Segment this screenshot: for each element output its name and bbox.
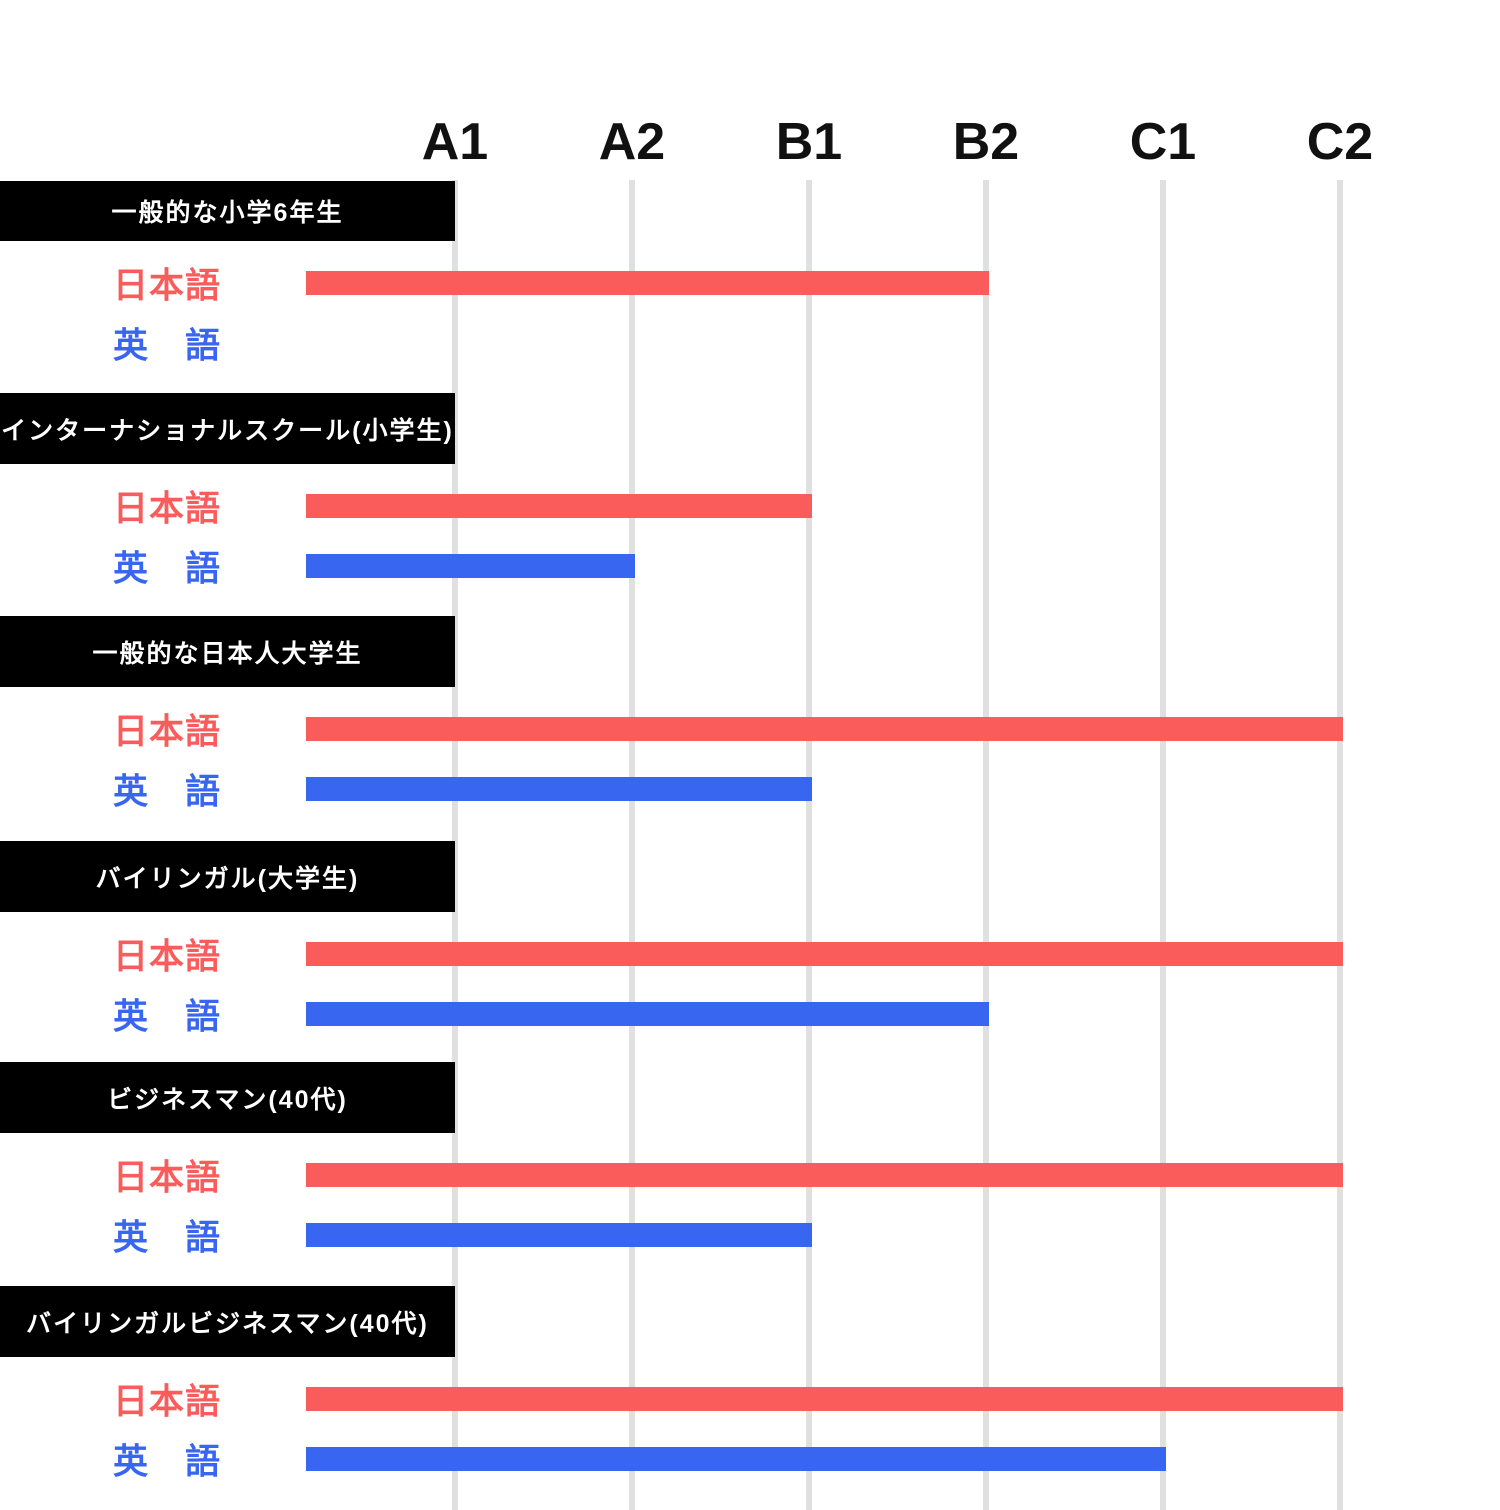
gridline-a1 xyxy=(452,180,458,1510)
gridline-b2 xyxy=(983,180,989,1510)
japanese-label: 日本語 xyxy=(113,489,222,529)
japanese-bar xyxy=(306,271,989,295)
axis-label-c1: C1 xyxy=(1129,113,1197,171)
english-label: 英 語 xyxy=(113,326,222,366)
gridline-c2 xyxy=(1337,180,1343,1510)
gridline-b1 xyxy=(806,180,812,1510)
axis-label-a2: A2 xyxy=(598,113,666,171)
japanese-bar xyxy=(306,717,1343,741)
english-label: 英 語 xyxy=(113,997,222,1037)
english-bar xyxy=(306,1223,812,1247)
group-title-box: バイリンガルビジネスマン(40代) xyxy=(0,1286,455,1357)
english-label: 英 語 xyxy=(113,1218,222,1258)
group-title-box: ビジネスマン(40代) xyxy=(0,1062,455,1133)
group-title: ビジネスマン(40代) xyxy=(107,1085,348,1114)
english-bar xyxy=(306,554,635,578)
japanese-bar xyxy=(306,494,812,518)
english-bar xyxy=(306,777,812,801)
group-title-box: 一般的な日本人大学生 xyxy=(0,616,455,687)
english-label: 英 語 xyxy=(113,549,222,589)
japanese-label: 日本語 xyxy=(113,266,222,306)
english-bar xyxy=(306,1002,989,1026)
japanese-bar xyxy=(306,1387,1343,1411)
japanese-label: 日本語 xyxy=(113,1382,222,1422)
axis-label-b1: B1 xyxy=(775,113,843,171)
axis-label-a1: A1 xyxy=(421,113,489,171)
group-title: 一般的な日本人大学生 xyxy=(92,639,363,668)
group-title-box: バイリンガル(大学生) xyxy=(0,841,455,912)
axis-label-c2: C2 xyxy=(1306,113,1374,171)
japanese-bar xyxy=(306,1163,1343,1187)
japanese-label: 日本語 xyxy=(113,712,222,752)
gridline-c1 xyxy=(1160,180,1166,1510)
group-title: バイリンガル(大学生) xyxy=(95,864,360,893)
japanese-bar xyxy=(306,942,1343,966)
english-bar xyxy=(306,1447,1166,1471)
english-label: 英 語 xyxy=(113,1442,222,1482)
english-label: 英 語 xyxy=(113,772,222,812)
group-title-box: インターナショナルスクール(小学生) xyxy=(0,393,455,464)
japanese-label: 日本語 xyxy=(113,1158,222,1198)
axis-label-b2: B2 xyxy=(952,113,1020,171)
group-title: 一般的な小学6年生 xyxy=(111,199,344,227)
gridline-a2 xyxy=(629,180,635,1510)
japanese-label: 日本語 xyxy=(113,937,222,977)
group-title: バイリンガルビジネスマン(40代) xyxy=(26,1309,429,1338)
group-title-box: 一般的な小学6年生 xyxy=(0,181,455,241)
group-title: インターナショナルスクール(小学生) xyxy=(1,416,454,445)
